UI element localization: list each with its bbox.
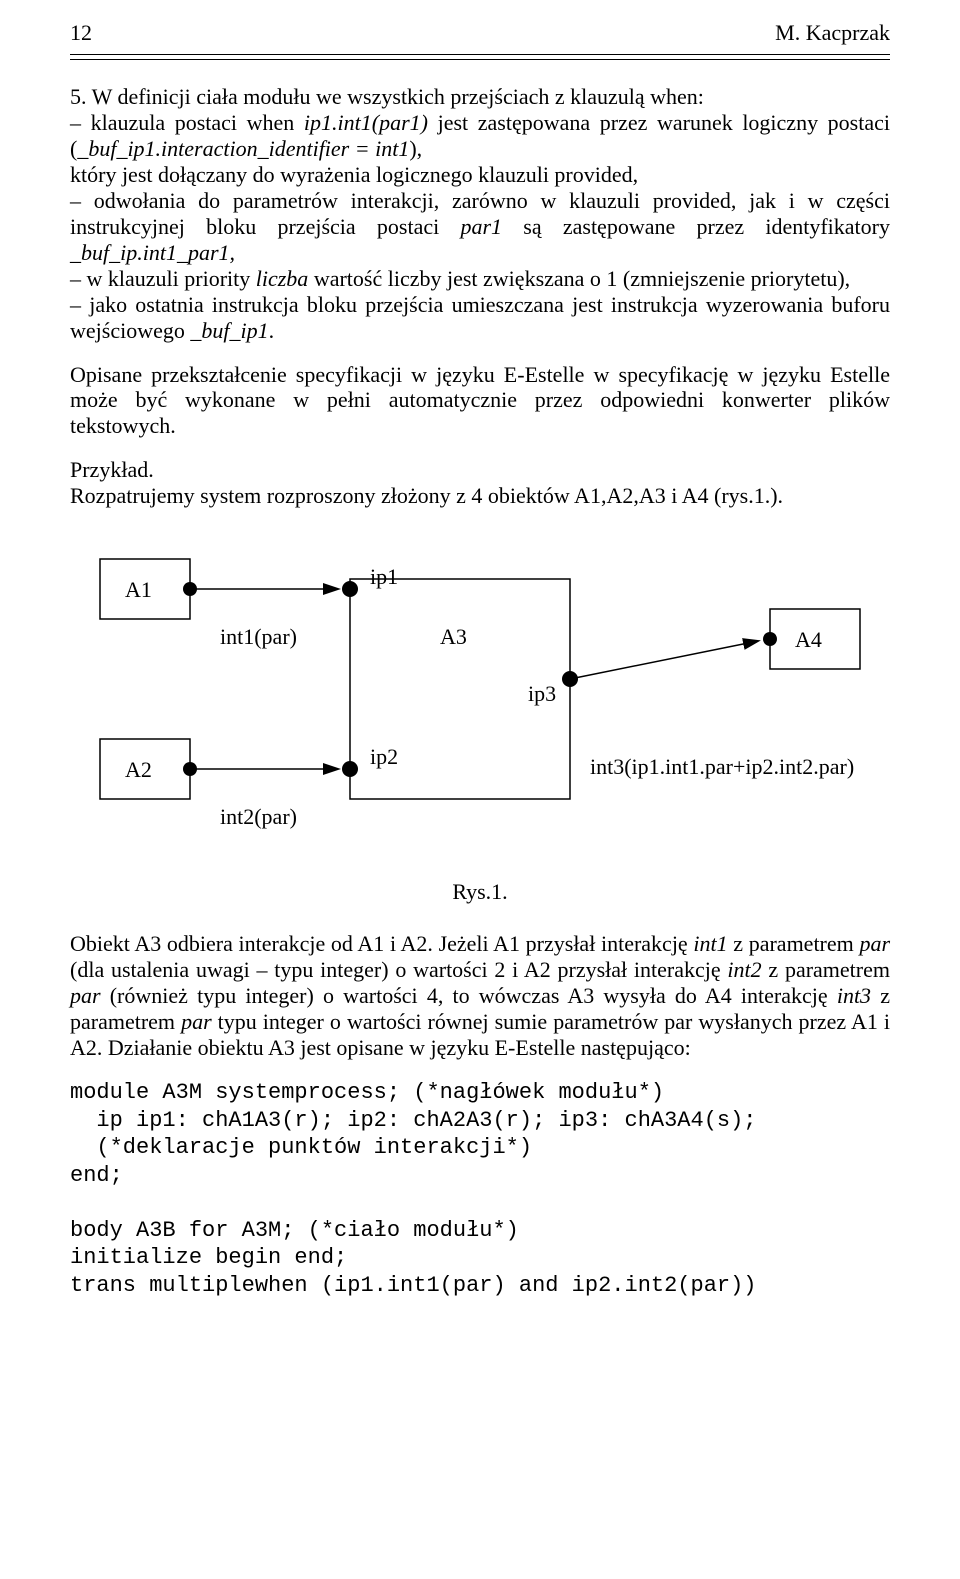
text: który jest dołączany do wyrażenia logicz… <box>70 162 638 187</box>
text: 5. W definicji ciała modułu we wszystkic… <box>70 84 704 109</box>
code-line: end; <box>70 1163 123 1188</box>
text: wartość liczby jest zwiększana o 1 (zmni… <box>308 266 850 291</box>
text: (również typu integer) o wartości 4, to … <box>101 983 837 1008</box>
code-block: module A3M systemprocess; (*nagłówek mod… <box>70 1079 890 1299</box>
figure-caption: Rys.1. <box>70 879 890 905</box>
text: z parametrem <box>728 931 860 956</box>
node-a1-label: A1 <box>125 577 152 602</box>
port-dot-a2 <box>183 762 197 776</box>
edge-a2-label: int2(par) <box>220 804 297 829</box>
text: ), <box>409 136 422 161</box>
paragraph: – jako ostatnia instrukcja bloku przejśc… <box>70 292 890 344</box>
text-italic: _buf_ip1 <box>190 318 268 343</box>
node-a3-label: A3 <box>440 624 467 649</box>
body-text: Obiekt A3 odbiera interakcje od A1 i A2.… <box>70 931 890 1061</box>
paragraph: Obiekt A3 odbiera interakcje od A1 i A2.… <box>70 931 890 1061</box>
text-italic: int3 <box>837 983 871 1008</box>
edge-a3-label: int3(ip1.int1.par+ip2.int2.par) <box>590 754 854 779</box>
text: – w klauzuli priority <box>70 266 256 291</box>
port-ip1-dot <box>342 581 358 597</box>
text-italic: int2 <box>727 957 761 982</box>
edge-a3-a4 <box>570 641 758 679</box>
text: (dla ustalenia uwagi – typu integer) o w… <box>70 957 727 982</box>
port-ip3-label: ip3 <box>528 681 556 706</box>
page: 12 M. Kacprzak 5. W definicji ciała modu… <box>0 0 960 1579</box>
paragraph: – w klauzuli priority liczba wartość lic… <box>70 266 890 292</box>
paragraph: który jest dołączany do wyrażenia logicz… <box>70 162 890 188</box>
running-author: M. Kacprzak <box>775 20 890 46</box>
port-dot-a4 <box>763 632 777 646</box>
text-italic: par <box>70 983 101 1008</box>
text-italic: _buf_ip1.interaction_identifier = int1 <box>77 136 409 161</box>
text-italic: par1 <box>460 214 502 239</box>
text-italic: liczba <box>256 266 309 291</box>
code-line: trans multiplewhen (ip1.int1(par) and ip… <box>70 1273 757 1298</box>
code-line: (*deklaracje punktów interakcji*) <box>70 1135 532 1160</box>
node-a4-label: A4 <box>795 627 822 652</box>
text-italic: _buf_ip.int1_par1, <box>70 240 235 265</box>
text: są zastępowane przez identyfikatory <box>502 214 890 239</box>
text-italic: ip1.int1(par1) <box>304 110 428 135</box>
paragraph: Przykład. <box>70 457 890 483</box>
port-ip2-label: ip2 <box>370 744 398 769</box>
paragraph: Opisane przekształcenie specyfikacji w j… <box>70 362 890 440</box>
paragraph: 5. W definicji ciała modułu we wszystkic… <box>70 84 890 110</box>
text-italic: int1 <box>693 931 727 956</box>
figure: A1 A2 A3 A4 ip1 int1(par) ip2 int2(par) <box>70 549 890 849</box>
text: z parametrem <box>762 957 890 982</box>
page-number: 12 <box>70 20 92 46</box>
text: Obiekt A3 odbiera interakcje od A1 i A2.… <box>70 931 693 956</box>
text-italic: par <box>859 931 890 956</box>
port-dot-a1 <box>183 582 197 596</box>
header-rule <box>70 54 890 55</box>
diagram-svg: A1 A2 A3 A4 ip1 int1(par) ip2 int2(par) <box>70 549 890 849</box>
header-rule <box>70 59 890 60</box>
text: – klauzula postaci when <box>70 110 304 135</box>
paragraph: Rozpatrujemy system rozproszony złożony … <box>70 483 890 509</box>
edge-a1-label: int1(par) <box>220 624 297 649</box>
code-line: module A3M systemprocess; (*nagłówek mod… <box>70 1080 664 1105</box>
body-text: 5. W definicji ciała modułu we wszystkic… <box>70 84 890 509</box>
code-line: body A3B for A3M; (*ciało modułu*) <box>70 1218 519 1243</box>
port-ip1-label: ip1 <box>370 564 398 589</box>
code-line: ip ip1: chA1A3(r); ip2: chA2A3(r); ip3: … <box>70 1108 757 1133</box>
paragraph: – klauzula postaci when ip1.int1(par1) j… <box>70 110 890 162</box>
text: . <box>269 318 275 343</box>
code-line: initialize begin end; <box>70 1245 347 1270</box>
port-ip2-dot <box>342 761 358 777</box>
node-a2-label: A2 <box>125 757 152 782</box>
paragraph: – odwołania do parametrów interakcji, za… <box>70 188 890 266</box>
text-italic: par <box>181 1009 212 1034</box>
page-header: 12 M. Kacprzak <box>70 20 890 52</box>
